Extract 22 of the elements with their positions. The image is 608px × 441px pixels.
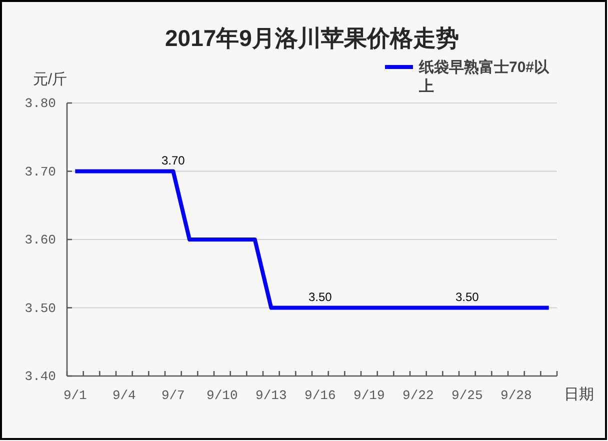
legend-label: 纸袋早熟富士70#以上 (418, 58, 550, 94)
data-label: 3.50 (308, 290, 332, 304)
x-tick-label: 9/1 (63, 388, 88, 402)
y-tick-label: 3.40 (24, 368, 56, 384)
y-tick-label: 3.50 (24, 300, 56, 316)
x-tick-label: 9/22 (402, 388, 434, 402)
x-tick-label: 9/19 (354, 388, 385, 402)
y-tick-label: 3.80 (24, 96, 56, 110)
chart-title: 2017年9月洛川苹果价格走势 (165, 25, 459, 51)
y-axis-title: 元/斤 (32, 70, 68, 88)
x-tick-label: 9/25 (452, 388, 483, 402)
x-tick-label: 9/4 (112, 388, 136, 402)
y-tick-label: 3.60 (24, 232, 56, 247)
x-tick-label: 9/28 (500, 388, 532, 402)
x-tick-label: 9/13 (256, 388, 287, 402)
data-label: 3.50 (455, 290, 480, 304)
x-axis-title: 日期 (564, 386, 594, 402)
x-tick-label: 9/10 (206, 388, 238, 402)
x-tick-label: 9/7 (161, 388, 185, 402)
y-tick-label: 3.70 (24, 164, 56, 179)
data-label: 3.70 (161, 153, 186, 168)
x-tick-label: 9/16 (304, 388, 336, 402)
